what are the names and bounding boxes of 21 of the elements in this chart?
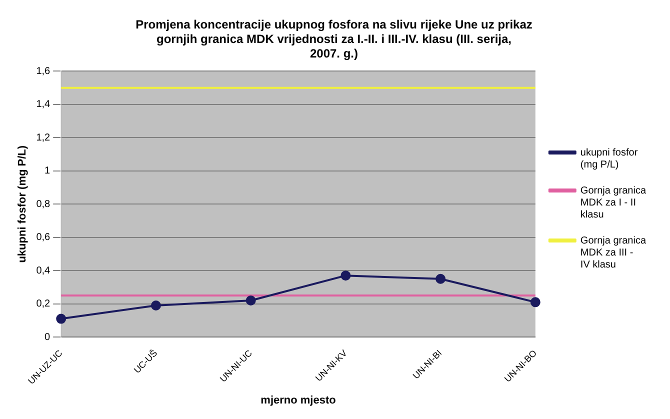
point xyxy=(150,300,161,310)
chart-title: Promjena koncentracije ukupnog fosfora na slivu rijeke Une uz prikaz gornjih granica MDK vrijednosti za I.-II. i III.-IV. klasu (III. serija, 2007. g.) xyxy=(136,18,532,60)
point xyxy=(436,274,446,284)
legend-label: Gornja granica MDK za I - II klasu xyxy=(580,185,646,220)
y-tick-label: 0,4 xyxy=(36,265,51,276)
point xyxy=(246,296,256,306)
point xyxy=(56,314,66,324)
y-tick-label: 0,2 xyxy=(36,298,51,310)
y-axis-title: ukupni fosfor (mg P/L) xyxy=(16,145,29,263)
y-tick-label: 1,4 xyxy=(36,99,51,110)
y-tick-label: 0 xyxy=(44,332,51,343)
y-tick-label: 0,6 xyxy=(36,232,51,244)
point xyxy=(340,270,351,281)
x-axis-title: mjerno mjesto xyxy=(260,394,336,406)
y-tick-label: 1 xyxy=(44,166,51,177)
y-tick-label: 1,6 xyxy=(36,66,51,77)
y-tick-label: 0,8 xyxy=(36,198,51,210)
point xyxy=(530,297,540,308)
legend-label: ukupni fosfor (mg P/L) xyxy=(580,147,638,170)
legend-label: Gornja granica MDK za III - IV klasu xyxy=(580,235,646,270)
y-tick-label: 1,2 xyxy=(36,132,51,144)
